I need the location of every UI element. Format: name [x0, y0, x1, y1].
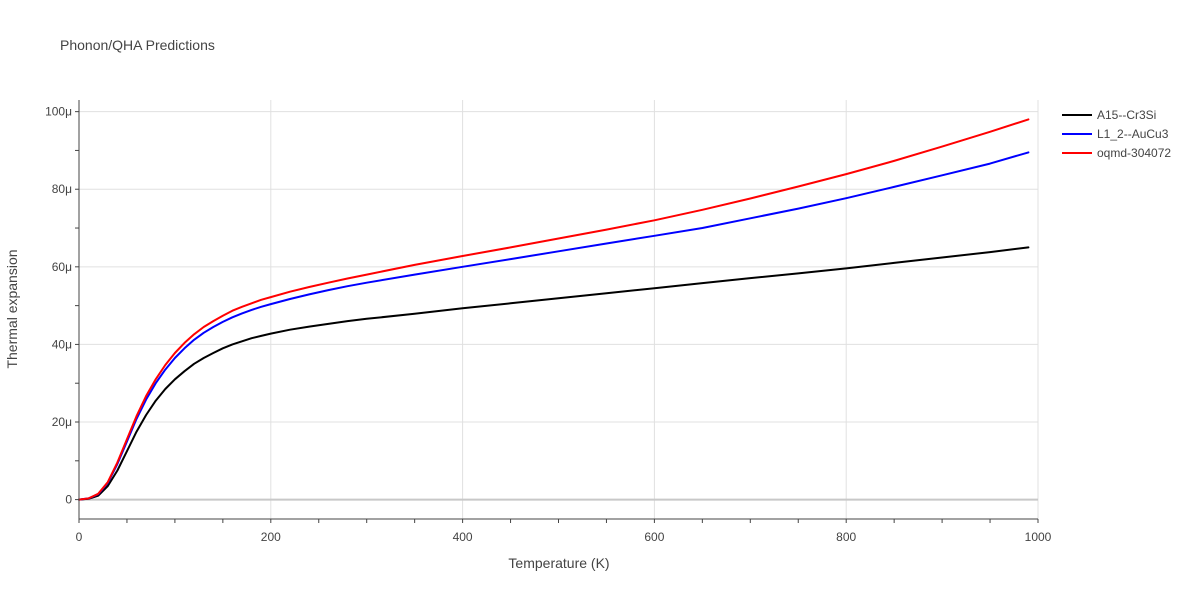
legend[interactable]: A15--Cr3Si L1_2--AuCu3 oqmd-304072 [1062, 108, 1171, 160]
legend-item[interactable]: A15--Cr3Si [1062, 108, 1156, 122]
x-tick-label: 200 [261, 530, 281, 544]
y-axis-ticks: 0 20μ 40μ 60μ 80μ 100μ [45, 105, 79, 507]
x-tick-label: 400 [453, 530, 473, 544]
legend-item[interactable]: oqmd-304072 [1062, 146, 1171, 160]
axes [78, 100, 1038, 520]
y-tick-label: 80μ [52, 182, 72, 196]
legend-item[interactable]: L1_2--AuCu3 [1062, 127, 1169, 141]
y-tick-label: 60μ [52, 260, 72, 274]
x-tick-label: 0 [76, 530, 83, 544]
x-axis-ticks: 0 200 400 600 800 1000 [76, 519, 1052, 544]
legend-label: A15--Cr3Si [1097, 108, 1156, 122]
x-tick-label: 800 [836, 530, 856, 544]
plot-area [78, 118, 1030, 501]
x-axis-title: Temperature (K) [508, 555, 609, 571]
x-tick-label: 1000 [1025, 530, 1052, 544]
gridlines [79, 100, 1039, 519]
chart-title: Phonon/QHA Predictions [60, 37, 215, 53]
y-tick-label: 20μ [52, 415, 72, 429]
series-line-3 [78, 118, 1030, 501]
y-axis-title: Thermal expansion [4, 249, 20, 368]
x-tick-label: 600 [644, 530, 664, 544]
y-tick-label: 0 [65, 493, 72, 507]
legend-label: L1_2--AuCu3 [1097, 127, 1169, 141]
legend-label: oqmd-304072 [1097, 146, 1171, 160]
y-tick-label: 40μ [52, 337, 72, 351]
series-line-2 [78, 151, 1030, 501]
series-line-1 [78, 246, 1030, 501]
y-tick-label: 100μ [45, 105, 72, 119]
